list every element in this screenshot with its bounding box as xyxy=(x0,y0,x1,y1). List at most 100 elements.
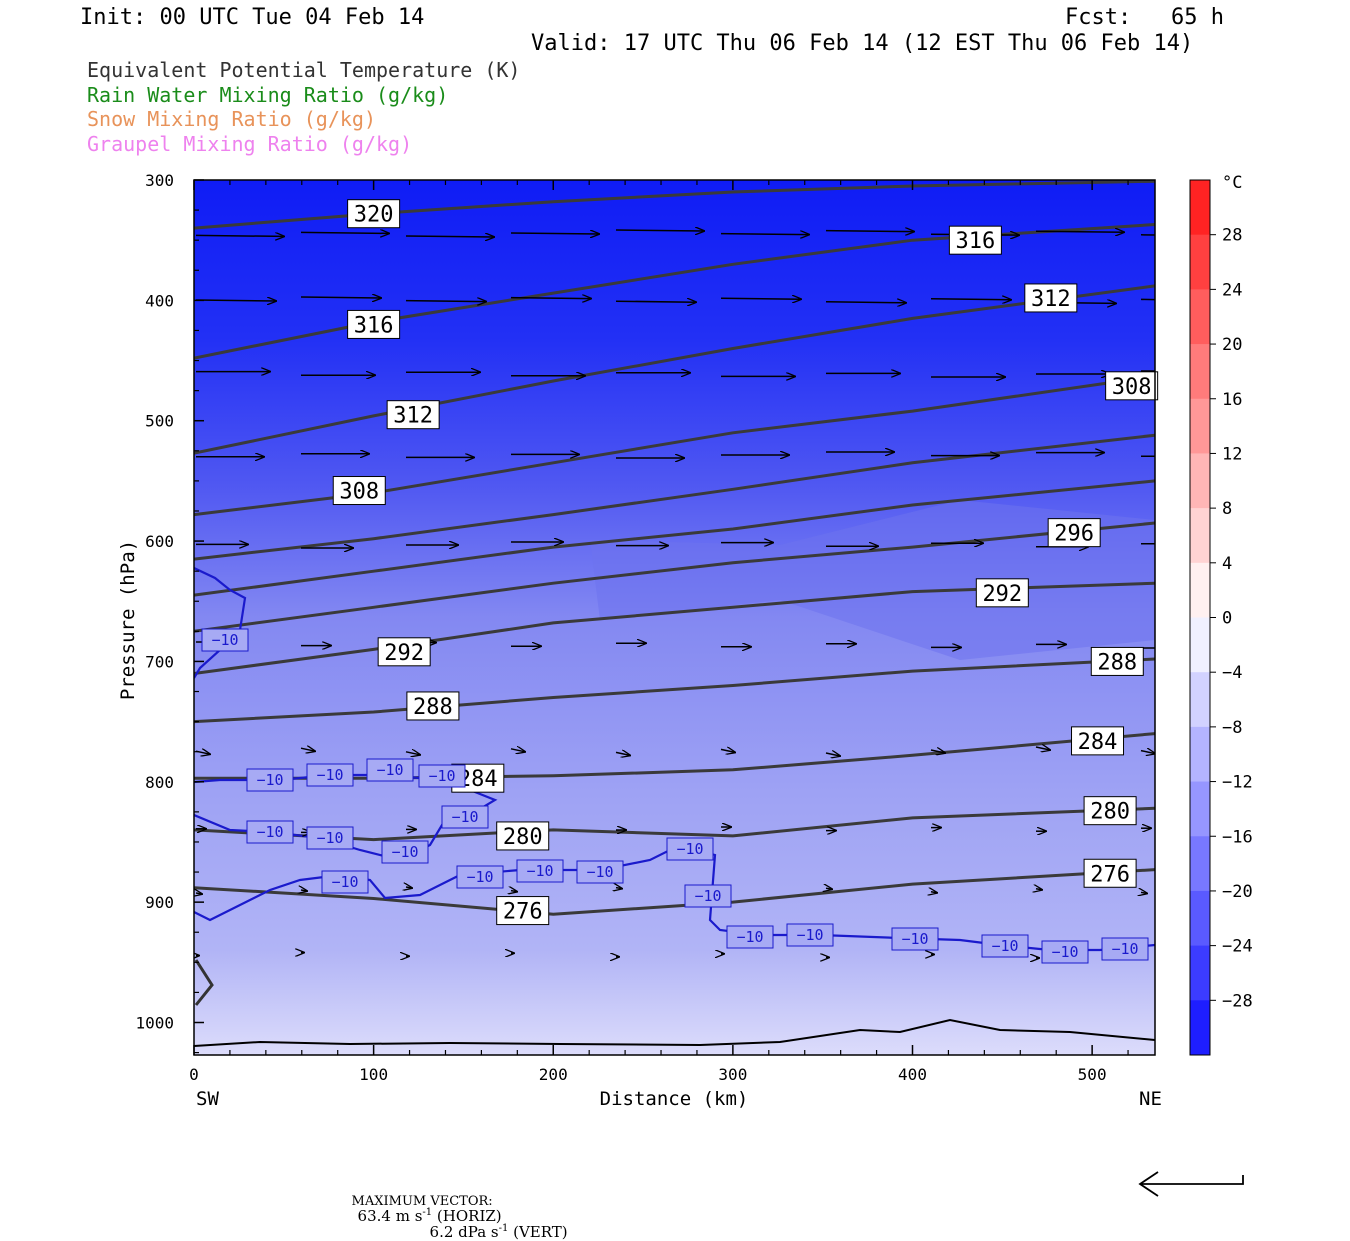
colorbar-tick-label: −8 xyxy=(1222,718,1242,738)
colorbar-band xyxy=(1190,672,1210,728)
colorbar-band xyxy=(1190,398,1210,454)
wind-vector xyxy=(1141,892,1147,893)
isotherm-label-box xyxy=(418,764,466,788)
isotherm-label-box xyxy=(726,925,774,949)
colorbar-tick-label: 8 xyxy=(1222,499,1232,519)
y-tick-label: 500 xyxy=(145,412,174,431)
isotherm-label: −10 xyxy=(466,868,493,886)
isotherm-label-box xyxy=(366,758,414,782)
legend-rain-water: Rain Water Mixing Ratio (g/kg) xyxy=(87,83,449,107)
legend-graupel: Graupel Mixing Ratio (g/kg) xyxy=(87,132,413,156)
wind-vector xyxy=(930,750,945,753)
colorbar-tick-label: 20 xyxy=(1222,335,1242,355)
isotherm-label-box xyxy=(576,860,624,884)
isotherm-label: −10 xyxy=(736,928,763,946)
theta-e-line-292 xyxy=(194,581,1155,675)
theta-e-label: 276 xyxy=(503,900,543,925)
wind-vector xyxy=(300,297,381,298)
theta-e-label: 316 xyxy=(955,229,995,254)
theta-e-line-288 xyxy=(194,657,1155,724)
colorbar-band xyxy=(1190,344,1210,400)
isotherm-label: −10 xyxy=(316,829,343,847)
plot-frame xyxy=(193,179,1156,1056)
theta-e-label-box xyxy=(1105,371,1159,401)
theta-e-label: 292 xyxy=(384,641,424,666)
isotherm-label: −10 xyxy=(526,862,553,880)
max-vector-arrow xyxy=(1138,1171,1244,1197)
wind-vector xyxy=(826,888,832,889)
isotherm-label: −10 xyxy=(901,930,928,948)
colorbar-tick-label: 0 xyxy=(1222,609,1232,629)
isotherm-label: −10 xyxy=(451,808,478,826)
colorbar-band xyxy=(1190,508,1210,564)
theta-e-label: 308 xyxy=(1112,375,1152,400)
wind-vector xyxy=(300,748,315,751)
theta-e-label: 296 xyxy=(1054,522,1094,547)
colorbar-tick-label: 4 xyxy=(1222,554,1232,574)
wind-vector xyxy=(1140,751,1155,754)
theta-e-label-box xyxy=(496,821,550,851)
colorbar-tick-label: 16 xyxy=(1222,390,1242,410)
isotherm-label: −10 xyxy=(256,823,283,841)
theta-e-label-box xyxy=(347,199,401,229)
init-time: Init: 00 UTC Tue 04 Feb 14 xyxy=(80,5,425,30)
theta-e-line-300 xyxy=(194,479,1155,597)
isotherm-label-box xyxy=(441,805,489,829)
wind-vector xyxy=(1035,747,1050,750)
wind-vector xyxy=(511,891,517,892)
colorbar-unit: °C xyxy=(1222,173,1242,193)
colorbar-band xyxy=(1190,945,1210,1001)
wind-vector xyxy=(825,753,840,756)
isotherm-labels: −10 −10 −10 −10 −10 −10 −10 −10 −10 −10 −10 −10 −10 −… xyxy=(201,628,1149,964)
legend-theta-e: Equivalent Potential Temperature (K) xyxy=(87,58,521,82)
colorbar-band xyxy=(1190,562,1210,618)
theta-e-label: 312 xyxy=(393,404,433,429)
theta-e-line-304 xyxy=(194,433,1155,561)
isotherm-label-box xyxy=(246,820,294,844)
colorbar-band xyxy=(1190,453,1210,509)
wind-vector xyxy=(825,302,906,303)
wind-vector xyxy=(195,235,284,236)
colorbar-tick-label: −12 xyxy=(1222,773,1253,793)
isotherm-label: −10 xyxy=(331,873,358,891)
colorbar-tick-label: −4 xyxy=(1222,663,1242,683)
wind-vector xyxy=(510,233,599,234)
theta-e-label-box xyxy=(1047,518,1101,548)
wind-vector xyxy=(930,299,1011,300)
isotherm-minus10-line-lower xyxy=(194,843,1155,952)
x-tick-label: 400 xyxy=(898,1065,927,1084)
theta-e-label-box xyxy=(332,476,386,506)
colorbar-band xyxy=(1190,836,1210,892)
wind-vector xyxy=(615,301,696,302)
x-axis-right-end-label: NE xyxy=(1139,1088,1162,1110)
colorbar-band xyxy=(1190,289,1210,345)
theta-e-label: 280 xyxy=(1090,800,1130,825)
colorbar-band xyxy=(1190,781,1210,837)
isotherm-label-box xyxy=(891,927,939,951)
x-axis-left-end-label: SW xyxy=(196,1088,219,1110)
isotherm-label-box xyxy=(666,837,714,861)
cross-section-chart: 3203163163123123083082962922922882882842… xyxy=(117,171,1253,1197)
theta-e-label-box xyxy=(1083,796,1137,826)
isotherm-label-box xyxy=(306,763,354,787)
wind-vectors xyxy=(195,230,1155,958)
theta-e-label-box xyxy=(1071,726,1125,756)
theta-e-label-box xyxy=(1083,858,1137,888)
isotherm-label: −10 xyxy=(256,771,283,789)
max-vector-vert: 6.2 dPa s-1 (VERT) xyxy=(429,1223,568,1241)
isotherm-label-box xyxy=(981,934,1029,958)
isotherm-label: −10 xyxy=(1111,940,1138,958)
theta-e-label-box xyxy=(975,578,1029,608)
wind-vector xyxy=(405,752,420,755)
colorbar-tick-label: −16 xyxy=(1222,827,1253,847)
isotherm-label: −10 xyxy=(586,863,613,881)
colorbar-band xyxy=(1190,617,1210,673)
wind-vector xyxy=(616,888,622,889)
isotherm-label-box xyxy=(381,840,429,864)
theta-e-label: 284 xyxy=(1078,730,1118,755)
plot-area: 320 316 316 312 312 308 308 296 292 292 288 288 284 2… xyxy=(193,179,1159,1056)
isotherm-label-box xyxy=(306,826,354,850)
isotherm-label: −10 xyxy=(1051,943,1078,961)
valid-time: Valid: 17 UTC Thu 06 Feb 14 (12 EST Thu … xyxy=(531,31,1194,56)
isotherm-label-box xyxy=(246,768,294,792)
